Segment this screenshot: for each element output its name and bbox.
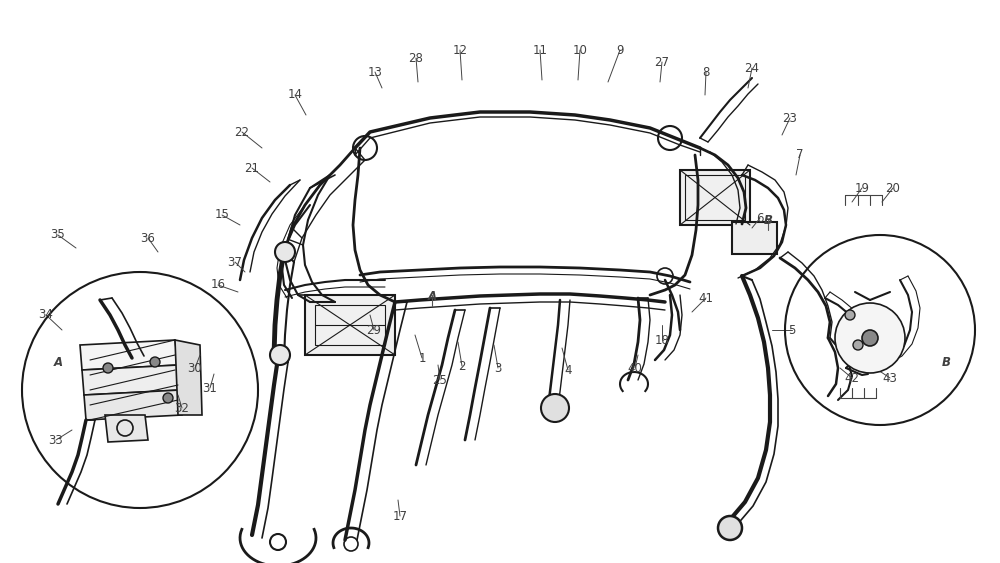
Text: 15: 15 [215,208,229,221]
Text: 29: 29 [366,324,382,337]
Polygon shape [175,340,202,415]
Bar [685,175,745,220]
Text: 18: 18 [655,333,669,346]
Text: 20: 20 [886,181,900,194]
Text: 41: 41 [698,292,714,305]
Circle shape [103,363,113,373]
Circle shape [275,242,295,262]
Text: 9: 9 [616,43,624,56]
Text: 27: 27 [654,56,670,69]
Text: 43: 43 [883,372,897,385]
Polygon shape [80,340,178,370]
Text: 28: 28 [409,51,423,65]
Polygon shape [82,365,180,395]
Text: 31: 31 [203,382,217,395]
Text: 32: 32 [175,401,189,414]
Bar [732,222,777,254]
Text: 40: 40 [628,361,642,374]
Bar [305,295,395,355]
Polygon shape [105,415,148,442]
Text: 21: 21 [244,162,260,175]
Text: 24: 24 [744,61,760,74]
Circle shape [270,345,290,365]
Text: 37: 37 [228,256,242,269]
Text: 22: 22 [234,126,250,138]
Text: 8: 8 [702,65,710,78]
Bar [680,170,750,225]
Text: B: B [764,213,772,226]
Text: 4: 4 [564,364,572,377]
Text: 3: 3 [494,361,502,374]
Circle shape [718,516,742,540]
Text: B: B [942,355,950,369]
Polygon shape [84,390,182,420]
Text: A: A [53,355,63,369]
Text: 34: 34 [39,309,53,321]
Text: A: A [427,289,437,302]
Text: 16: 16 [210,279,226,292]
Text: 13: 13 [368,65,382,78]
Text: 23: 23 [783,111,797,124]
Circle shape [835,303,905,373]
Text: 12: 12 [452,43,468,56]
Circle shape [541,394,569,422]
Text: 35: 35 [51,229,65,242]
Text: 19: 19 [854,181,870,194]
Circle shape [845,310,855,320]
Bar [315,305,385,345]
Circle shape [862,330,878,346]
Text: 10: 10 [573,43,587,56]
Text: 36: 36 [141,231,155,244]
Text: 30: 30 [188,361,202,374]
Text: 6: 6 [756,212,764,225]
Text: 11: 11 [532,43,548,56]
Circle shape [163,393,173,403]
Text: 17: 17 [392,510,408,522]
Text: 2: 2 [458,360,466,373]
Text: 5: 5 [788,324,796,337]
Text: 42: 42 [844,372,860,385]
Circle shape [150,357,160,367]
Circle shape [853,340,863,350]
Text: 33: 33 [49,434,63,446]
Text: 25: 25 [433,373,447,387]
Text: 14: 14 [288,88,302,101]
Text: 1: 1 [418,351,426,364]
Text: 7: 7 [796,149,804,162]
